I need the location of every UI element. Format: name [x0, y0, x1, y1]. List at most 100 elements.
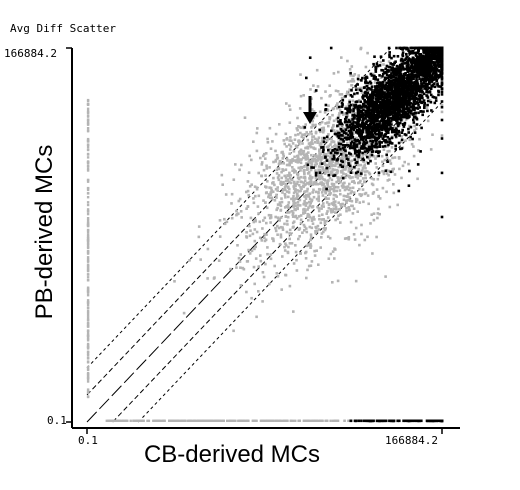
scatter-point	[331, 281, 334, 284]
scatter-point	[353, 92, 356, 96]
scatter-point	[339, 203, 342, 206]
scatter-point	[394, 127, 398, 130]
scatter-point	[252, 220, 256, 224]
scatter-point	[284, 215, 288, 218]
scatter-point	[413, 419, 417, 423]
scatter-point	[331, 113, 334, 117]
scatter-point	[306, 167, 309, 171]
scatter-point	[414, 102, 417, 106]
scatter-point	[298, 227, 302, 230]
scatter-point	[327, 133, 330, 136]
scatter-point	[162, 419, 165, 422]
scatter-point	[378, 100, 382, 104]
scatter-point	[299, 94, 303, 98]
scatter-point	[296, 189, 299, 192]
scatter-point	[86, 160, 90, 163]
scatter-point	[406, 75, 409, 78]
scatter-point	[86, 391, 90, 394]
scatter-point	[295, 269, 299, 272]
scatter-point	[86, 188, 90, 192]
scatter-point	[341, 98, 345, 102]
scatter-point	[311, 119, 314, 123]
scatter-point	[322, 218, 325, 221]
scatter-point	[350, 89, 353, 92]
scatter-point	[110, 419, 113, 422]
scatter-point	[360, 132, 364, 136]
scatter-point	[406, 64, 410, 68]
scatter-point	[376, 114, 379, 118]
scatter-point	[352, 79, 356, 83]
scatter-point	[286, 178, 290, 181]
scatter-point	[275, 196, 278, 199]
scatter-point	[317, 190, 320, 194]
scatter-point	[313, 181, 316, 185]
scatter-point	[320, 96, 323, 100]
scatter-point	[311, 159, 315, 163]
scatter-point	[345, 164, 348, 168]
scatter-point	[284, 179, 288, 182]
scatter-point	[302, 149, 306, 153]
scatter-point	[351, 154, 354, 158]
scatter-point	[402, 75, 406, 79]
scatter-point	[373, 136, 377, 139]
scatter-point	[269, 221, 272, 224]
scatter-point	[378, 115, 382, 118]
scatter-point	[337, 136, 341, 139]
scatter-point	[378, 104, 381, 107]
scatter-point	[304, 123, 307, 126]
scatter-point	[412, 154, 416, 158]
scatter-point	[305, 227, 308, 230]
scatter-point	[394, 86, 398, 89]
scatter-point	[385, 156, 389, 160]
scatter-point	[418, 77, 421, 80]
scatter-point	[358, 142, 361, 145]
scatter-point	[375, 133, 378, 136]
scatter-point	[397, 81, 400, 85]
scatter-point	[334, 218, 337, 222]
scatter-point	[438, 63, 442, 67]
scatter-point	[421, 46, 425, 50]
scatter-point	[303, 175, 307, 179]
scatter-point	[423, 69, 427, 72]
scatter-point	[258, 220, 262, 224]
scatter-point	[375, 97, 379, 101]
scatter-point	[373, 93, 377, 97]
scatter-point	[409, 102, 413, 105]
scatter-point	[414, 127, 418, 130]
scatter-point	[310, 163, 314, 166]
scatter-point	[370, 153, 374, 157]
scatter-point	[367, 162, 370, 165]
scatter-point	[337, 120, 340, 123]
scatter-point	[336, 186, 340, 189]
scatter-point	[351, 122, 355, 125]
scatter-point	[86, 145, 90, 148]
scatter-point	[437, 50, 441, 54]
scatter-point	[389, 102, 392, 105]
scatter-point	[329, 209, 333, 212]
scatter-point	[352, 128, 356, 132]
scatter-point	[330, 210, 333, 214]
scatter-point	[421, 73, 424, 77]
scatter-point	[440, 61, 444, 64]
scatter-point	[350, 190, 353, 193]
scatter-point	[182, 311, 186, 315]
scatter-point	[278, 160, 282, 163]
scatter-point	[86, 251, 90, 254]
scatter-point	[304, 183, 307, 186]
scatter-point	[311, 142, 314, 145]
scatter-point	[386, 104, 390, 107]
scatter-point	[374, 67, 378, 70]
scatter-point	[399, 63, 403, 67]
scatter-point	[250, 296, 253, 300]
scatter-point	[124, 419, 128, 422]
scatter-point	[269, 257, 273, 261]
scatter-point	[367, 134, 370, 137]
scatter-point	[357, 116, 361, 119]
scatter-point	[355, 143, 359, 146]
scatter-point	[264, 157, 267, 160]
scatter-point	[338, 207, 342, 211]
scatter-point	[272, 239, 275, 243]
scatter-point	[434, 70, 437, 74]
scatter-point	[353, 106, 357, 109]
scatter-point	[329, 252, 333, 256]
